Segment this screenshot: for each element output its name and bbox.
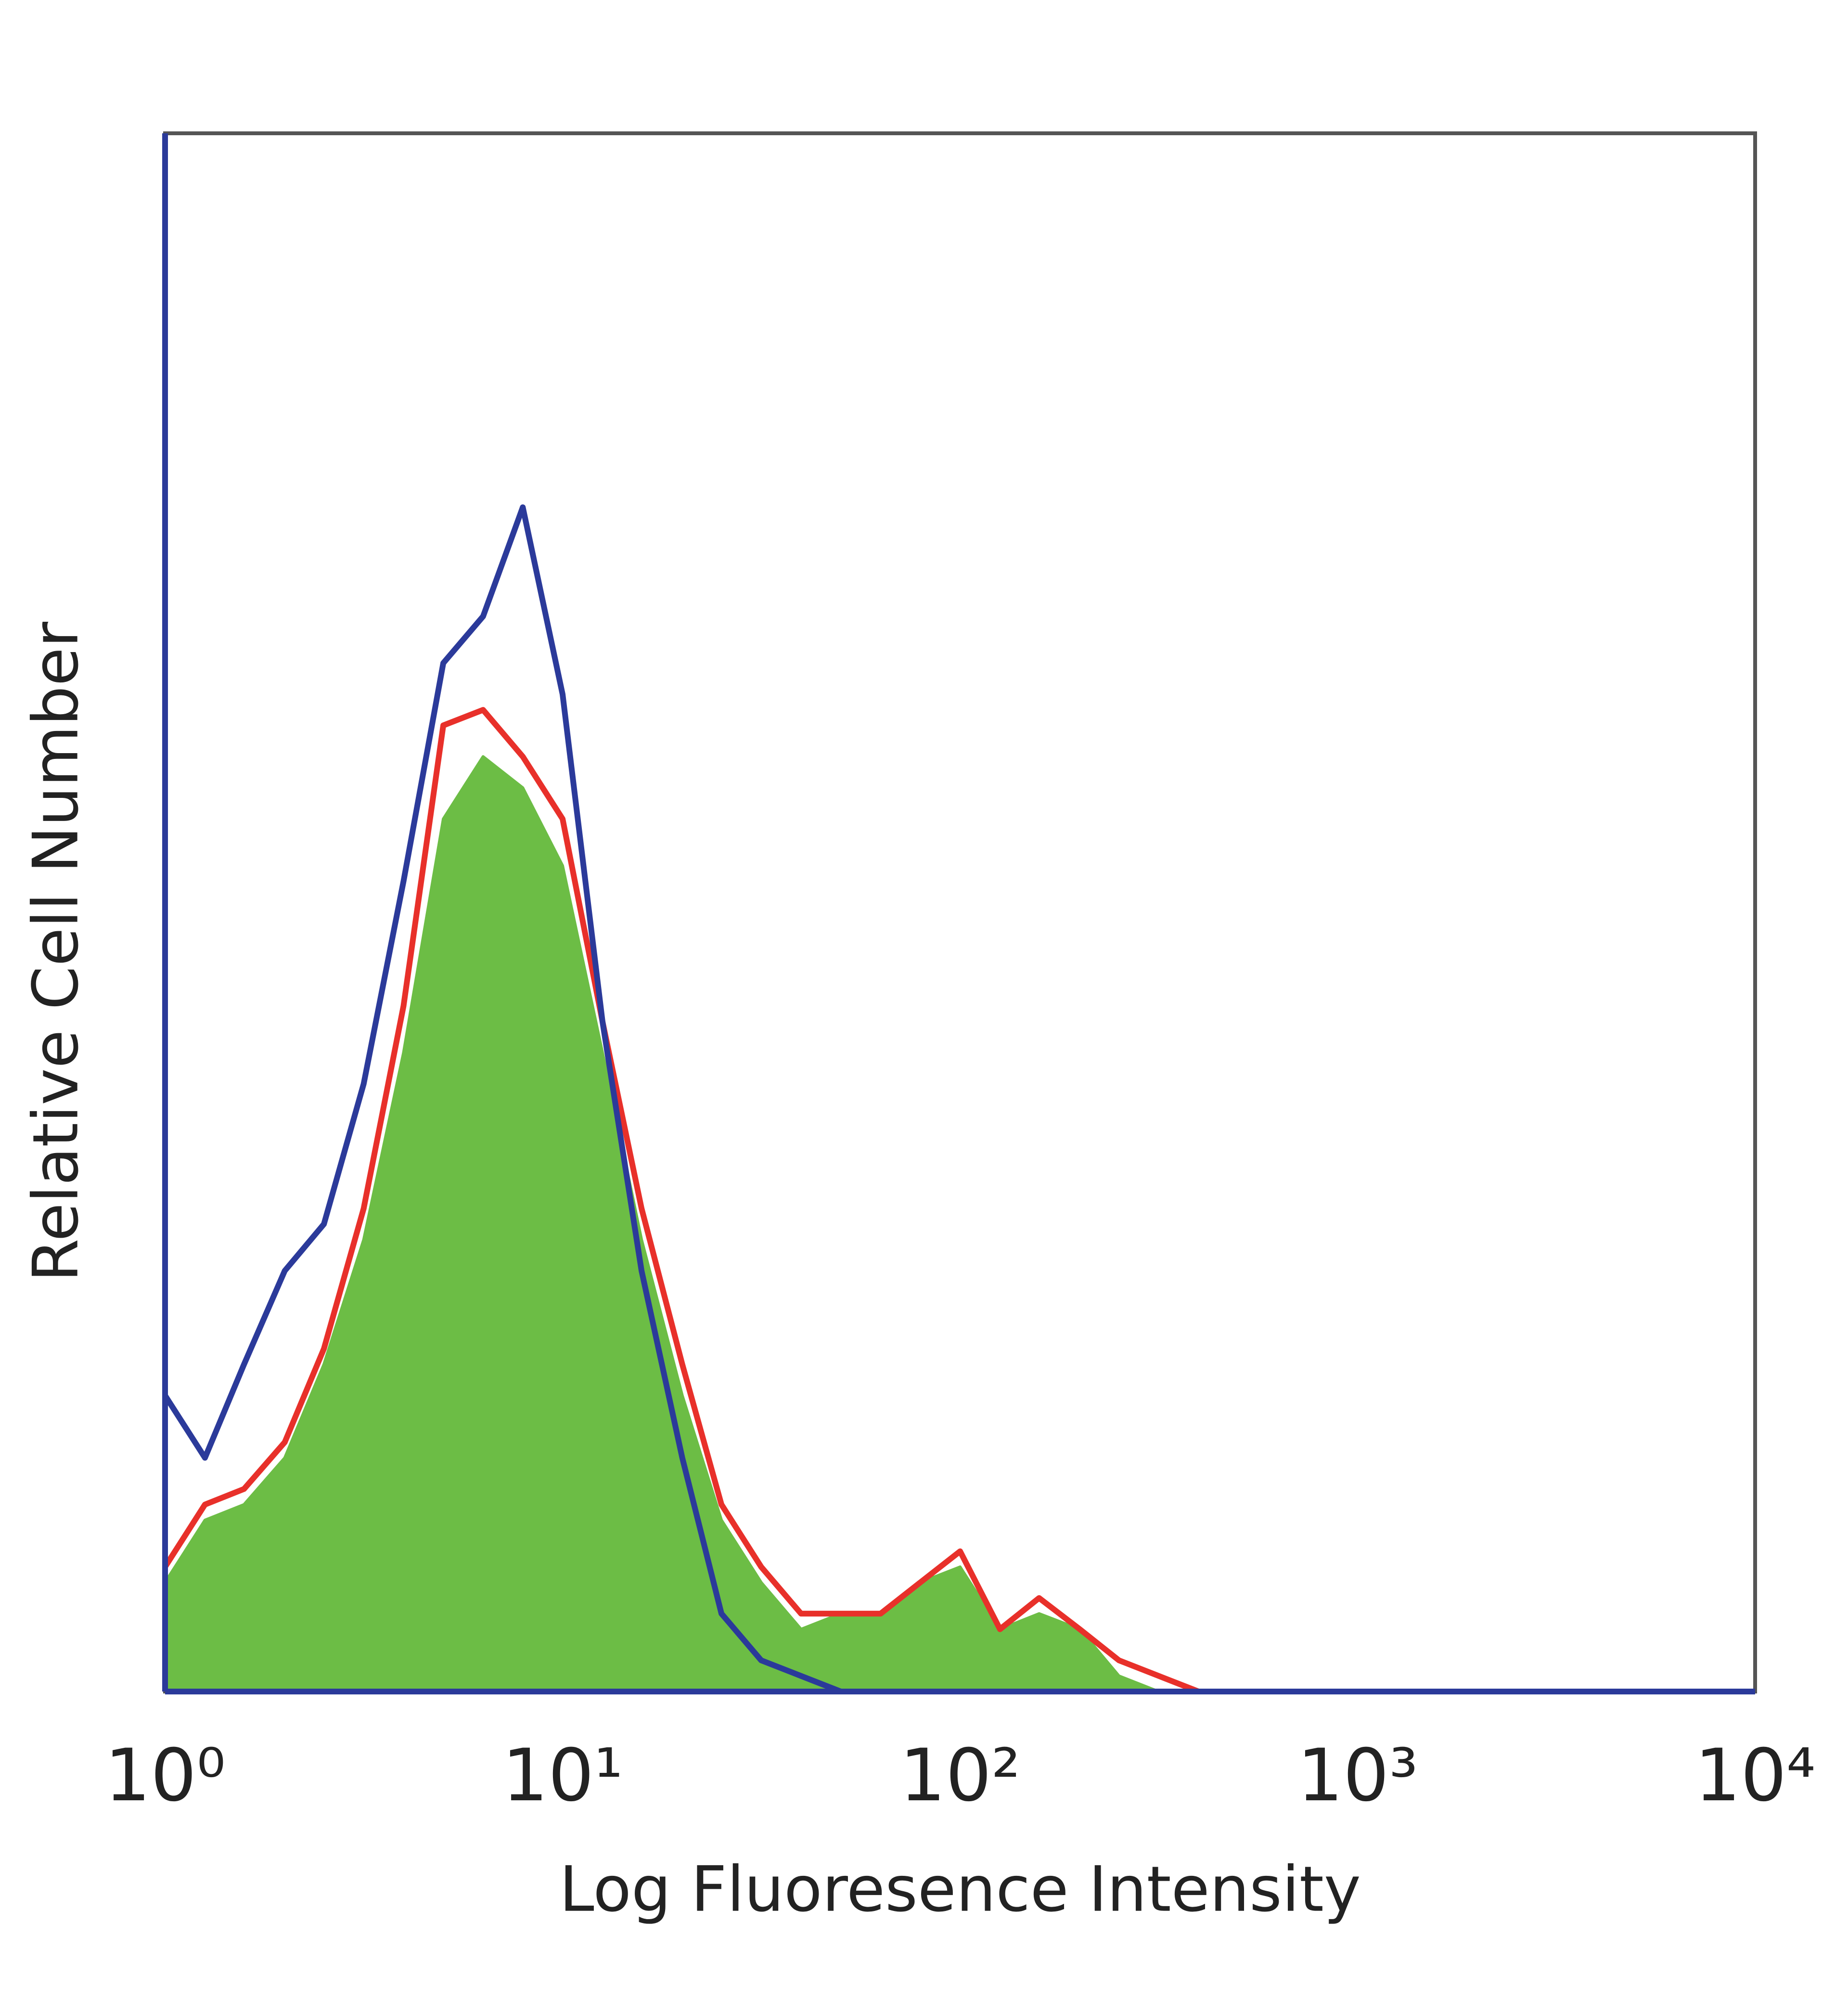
x-tick-label: 10⁴	[1694, 1734, 1815, 1818]
histogram-area	[164, 755, 1200, 1693]
x-tick-label: 10¹	[502, 1734, 623, 1818]
histogram-line	[162, 707, 1200, 1694]
x-tick-label: 10²	[899, 1734, 1020, 1818]
x-axis-label: Log Fluoresence Intensity	[559, 1853, 1361, 1926]
y-axis-label: Relative Cell Number	[19, 621, 92, 1282]
x-tick-label: 10³	[1297, 1734, 1418, 1818]
x-tick-label: 10⁰	[104, 1734, 225, 1818]
